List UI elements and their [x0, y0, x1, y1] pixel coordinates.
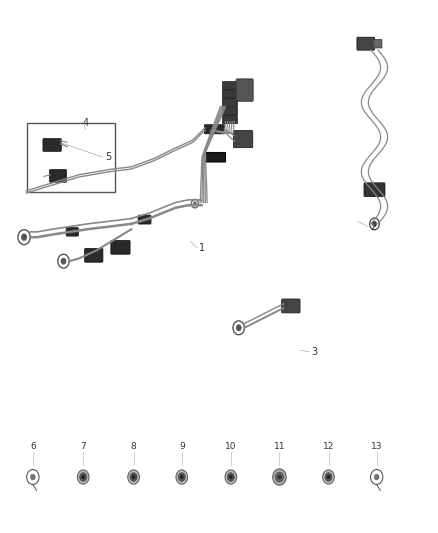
- Text: 4: 4: [82, 118, 88, 128]
- FancyBboxPatch shape: [85, 248, 103, 262]
- FancyBboxPatch shape: [205, 152, 226, 162]
- Circle shape: [31, 474, 35, 480]
- Circle shape: [323, 470, 334, 484]
- Text: 8: 8: [131, 442, 137, 451]
- FancyBboxPatch shape: [111, 240, 130, 254]
- FancyBboxPatch shape: [223, 90, 237, 98]
- Circle shape: [325, 473, 332, 481]
- Text: 6: 6: [30, 442, 36, 451]
- FancyBboxPatch shape: [138, 215, 151, 224]
- FancyBboxPatch shape: [223, 116, 237, 124]
- Text: 13: 13: [371, 442, 382, 451]
- FancyBboxPatch shape: [233, 131, 253, 148]
- FancyBboxPatch shape: [205, 125, 225, 134]
- Circle shape: [21, 234, 27, 240]
- Circle shape: [227, 473, 234, 481]
- FancyBboxPatch shape: [364, 183, 385, 197]
- FancyBboxPatch shape: [236, 79, 253, 101]
- Text: 2: 2: [370, 222, 376, 231]
- Circle shape: [236, 325, 241, 331]
- FancyBboxPatch shape: [223, 99, 237, 107]
- Circle shape: [80, 473, 87, 481]
- Circle shape: [61, 258, 66, 264]
- FancyBboxPatch shape: [49, 169, 67, 182]
- Circle shape: [276, 472, 283, 482]
- Circle shape: [193, 201, 197, 206]
- Circle shape: [81, 475, 85, 479]
- Circle shape: [278, 475, 281, 479]
- Circle shape: [178, 473, 185, 481]
- FancyBboxPatch shape: [223, 107, 237, 115]
- FancyBboxPatch shape: [357, 37, 374, 50]
- Text: 5: 5: [105, 152, 111, 162]
- Circle shape: [132, 475, 135, 479]
- Circle shape: [374, 474, 379, 480]
- Circle shape: [176, 470, 187, 484]
- FancyBboxPatch shape: [373, 39, 382, 48]
- FancyBboxPatch shape: [282, 299, 300, 313]
- Circle shape: [230, 475, 232, 479]
- Circle shape: [225, 470, 237, 484]
- Circle shape: [180, 475, 183, 479]
- Circle shape: [372, 221, 377, 227]
- Text: 7: 7: [80, 442, 86, 451]
- Text: 1: 1: [199, 243, 205, 253]
- Text: 11: 11: [274, 442, 285, 451]
- FancyBboxPatch shape: [223, 82, 237, 90]
- Circle shape: [273, 469, 286, 485]
- Text: 3: 3: [311, 347, 317, 357]
- FancyBboxPatch shape: [66, 228, 78, 236]
- Circle shape: [130, 473, 137, 481]
- Circle shape: [327, 475, 330, 479]
- Text: 12: 12: [323, 442, 334, 451]
- Circle shape: [78, 470, 89, 484]
- Circle shape: [128, 470, 139, 484]
- Text: 10: 10: [225, 442, 237, 451]
- FancyBboxPatch shape: [43, 139, 61, 151]
- Text: 9: 9: [179, 442, 185, 451]
- Bar: [27, 123, 115, 192]
